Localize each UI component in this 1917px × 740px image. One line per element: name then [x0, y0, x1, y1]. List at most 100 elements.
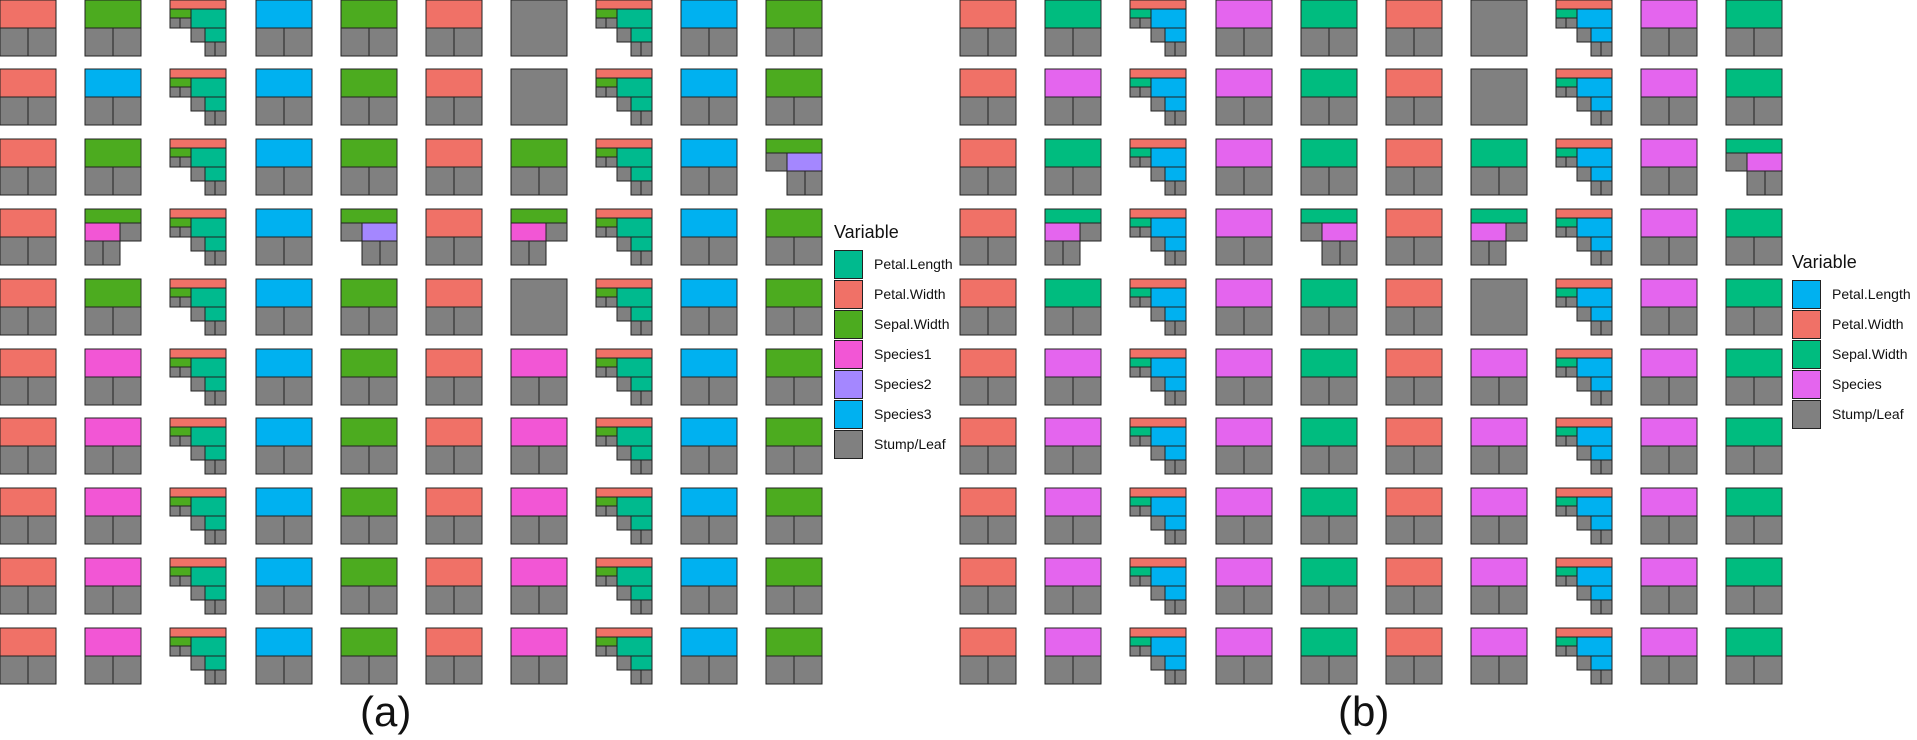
leaf-node — [1555, 505, 1567, 517]
root-node — [595, 208, 653, 219]
leaf-node — [340, 585, 370, 615]
leaf-node — [1385, 306, 1415, 336]
root-node — [169, 627, 227, 638]
leaf-node — [616, 376, 632, 392]
leaf-node — [84, 376, 114, 406]
root-node — [1215, 68, 1273, 98]
root-node — [255, 0, 313, 29]
child-node — [1150, 287, 1187, 308]
leaf-node — [190, 27, 206, 43]
leaf-node — [1072, 585, 1102, 615]
leaf-node — [616, 655, 632, 671]
root-node — [1725, 138, 1783, 154]
leaf-node — [1139, 435, 1152, 447]
leaf-node — [1668, 236, 1698, 266]
leaf-node — [1668, 166, 1698, 196]
leaf-node — [425, 445, 455, 475]
leaf-node — [1640, 515, 1670, 545]
legend-label: Petal.Length — [874, 256, 953, 272]
leaf-node — [640, 180, 653, 196]
child-node — [1164, 27, 1187, 43]
leaf-node — [112, 515, 142, 545]
root-node — [1044, 348, 1102, 378]
leaf-node — [538, 585, 568, 615]
leaf-node — [112, 27, 142, 57]
leaf-node — [368, 655, 398, 685]
leaf-node — [1600, 529, 1613, 545]
root-node — [0, 0, 57, 29]
leaf-node — [1470, 515, 1500, 545]
leaf-node — [1243, 236, 1273, 266]
leaf-node — [1640, 655, 1670, 685]
root-node — [1129, 278, 1187, 289]
child-node — [1576, 217, 1613, 238]
child-node — [1590, 236, 1613, 252]
leaf-node — [1385, 585, 1415, 615]
leaf-node — [1600, 180, 1613, 196]
root-node — [169, 68, 227, 79]
child-node — [1129, 357, 1152, 368]
root-node — [0, 68, 57, 98]
child-node — [190, 357, 227, 378]
child-node — [1555, 77, 1578, 88]
leaf-node — [169, 435, 181, 447]
leaf-node — [340, 222, 363, 242]
leaf-node — [179, 435, 192, 447]
leaf-node — [1164, 529, 1176, 545]
child-node — [1576, 496, 1613, 517]
leaf-node — [1590, 529, 1602, 545]
leaf-node — [214, 180, 227, 196]
leaf-node — [283, 445, 313, 475]
leaf-node — [1413, 445, 1443, 475]
leaf-node — [1565, 17, 1578, 29]
leaf-node — [1576, 236, 1592, 252]
leaf-node — [1385, 166, 1415, 196]
root-node — [1555, 627, 1613, 638]
leaf-node — [1129, 86, 1141, 98]
leaf-node — [680, 236, 710, 266]
leaf-node — [1243, 445, 1273, 475]
leaf-node — [1413, 376, 1443, 406]
root-node — [680, 138, 738, 168]
child-node — [1576, 426, 1613, 447]
leaf-node — [0, 445, 29, 475]
root-node — [1215, 557, 1273, 587]
leaf-node — [1385, 27, 1415, 57]
leaf-node — [1576, 585, 1592, 601]
leaf-node — [1413, 236, 1443, 266]
leaf-node — [640, 41, 653, 57]
root-node — [1385, 138, 1443, 168]
root-node — [1300, 208, 1358, 224]
leaf-node — [1590, 320, 1602, 336]
leaf-node — [1164, 41, 1176, 57]
root-node — [680, 348, 738, 378]
leaf-node — [595, 86, 607, 98]
leaf-node — [1174, 180, 1187, 196]
leaf-node — [959, 655, 989, 685]
root-node — [595, 278, 653, 289]
leaf-node — [708, 306, 738, 336]
legend-swatch — [1792, 340, 1821, 369]
leaf-node — [1139, 226, 1152, 238]
leaf-node — [1565, 366, 1578, 378]
leaf-node — [27, 96, 57, 126]
leaf-node — [0, 306, 29, 336]
leaf-node — [630, 390, 642, 406]
root-node — [1725, 208, 1783, 238]
leaf-node — [1413, 166, 1443, 196]
legend-swatch — [834, 370, 863, 399]
leaf-node — [453, 515, 483, 545]
root-node — [1470, 627, 1528, 657]
leaf-node — [1300, 306, 1330, 336]
root-node — [1725, 68, 1783, 98]
child-node — [595, 357, 618, 368]
leaf-node — [1300, 27, 1330, 57]
leaf-node — [1129, 226, 1141, 238]
leaf-node — [283, 306, 313, 336]
leaf-node — [510, 166, 540, 196]
leaf-node — [1576, 166, 1592, 182]
leaf-node — [616, 166, 632, 182]
root-node — [1470, 417, 1528, 447]
leaf-node — [425, 236, 455, 266]
leaf-node — [793, 306, 823, 336]
